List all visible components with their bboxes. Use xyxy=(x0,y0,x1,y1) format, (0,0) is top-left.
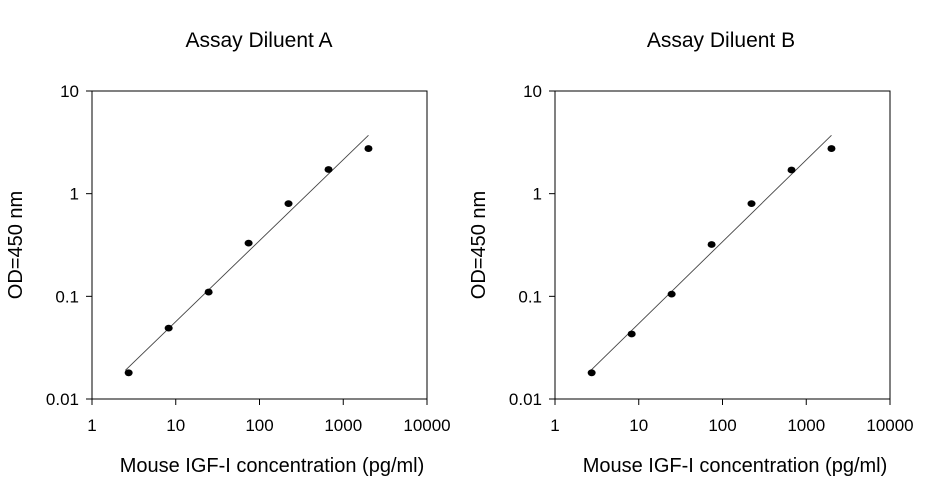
x-axis-label: Mouse IGF-I concentration (pg/ml) xyxy=(120,455,425,477)
data-points xyxy=(587,145,836,377)
plot-frame xyxy=(91,90,428,400)
data-point xyxy=(747,200,756,208)
y-tick-label: 0.01 xyxy=(46,390,79,409)
data-points xyxy=(124,145,373,377)
data-point xyxy=(204,288,213,296)
x-tick-label: 10000 xyxy=(403,416,450,435)
data-point xyxy=(587,369,596,377)
chart-title: Assay Diluent A xyxy=(185,29,332,52)
data-point xyxy=(324,166,333,173)
data-point xyxy=(707,241,716,248)
plot-frame xyxy=(554,90,891,400)
y-tick-label: 0.1 xyxy=(55,287,79,306)
data-point xyxy=(124,369,133,377)
x-tick-label: 10 xyxy=(166,416,185,435)
x-tick-label: 1000 xyxy=(324,416,362,435)
data-point xyxy=(164,324,173,332)
y-tick-label: 10 xyxy=(523,82,542,101)
axis-ticks: 1 10 100 1000 10000 10 1 0.1 0.01 xyxy=(46,82,451,435)
axis-ticks: 1 10 100 1000 10000 10 1 0.1 0.01 xyxy=(509,82,914,435)
y-axis-label: OD=450 nm xyxy=(468,191,490,299)
x-axis-label: Mouse IGF-I concentration (pg/ml) xyxy=(583,455,888,477)
data-point xyxy=(667,290,676,298)
y-tick-label: 1 xyxy=(70,185,79,204)
y-tick-label: 10 xyxy=(60,82,79,101)
x-tick-label: 10000 xyxy=(866,416,913,435)
x-tick-label: 1000 xyxy=(787,416,825,435)
data-point xyxy=(364,145,373,152)
fit-line xyxy=(125,135,369,371)
x-tick-label: 10 xyxy=(629,416,648,435)
y-tick-label: 0.1 xyxy=(518,287,542,306)
data-point xyxy=(827,145,836,152)
chart-title: Assay Diluent B xyxy=(647,29,795,52)
data-point xyxy=(787,166,796,174)
y-tick-label: 1 xyxy=(533,185,542,204)
chart-panel-a: Assay Diluent A 1 10 100 1000 10000 10 1 0.1 0.0… xyxy=(5,29,451,477)
x-tick-label: 1 xyxy=(550,416,559,435)
x-tick-label: 1 xyxy=(87,416,96,435)
data-point xyxy=(627,330,636,338)
chart-panel-b: Assay Diluent B 1 10 100 1000 10000 10 1 0.1 0.0… xyxy=(468,29,914,477)
fit-line-group xyxy=(125,135,369,371)
x-tick-label: 100 xyxy=(245,416,273,435)
data-point xyxy=(284,200,293,208)
data-point xyxy=(244,239,253,247)
y-axis-label: OD=450 nm xyxy=(5,191,27,299)
x-tick-label: 100 xyxy=(708,416,736,435)
y-tick-label: 0.01 xyxy=(509,390,542,409)
